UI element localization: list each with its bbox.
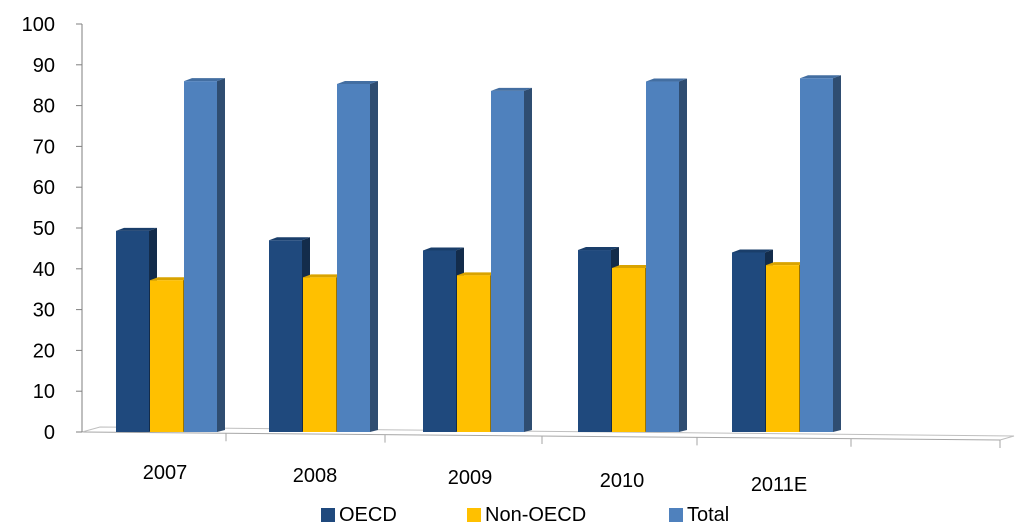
legend-label-oecd: OECD: [339, 504, 397, 526]
bar-front: [337, 83, 370, 432]
bar-front: [800, 78, 833, 432]
bar-side: [833, 75, 841, 432]
bar-front: [303, 277, 336, 432]
x-tick-label: 2009: [448, 467, 493, 489]
bar-front: [184, 81, 217, 433]
x-tick-label: 2008: [293, 465, 338, 487]
y-tick-label: 70: [33, 136, 55, 158]
bar-top: [457, 272, 498, 276]
floor-back-line: [81, 431, 1001, 441]
y-axis: 0 10 20 30 40 50 60 70 80 90 100: [22, 14, 83, 444]
bar-front: [423, 250, 456, 432]
plot-area: [116, 75, 841, 433]
y-tick-label: 0: [44, 422, 55, 444]
bar-top: [184, 78, 225, 82]
bar-side: [370, 80, 378, 432]
bar-top: [800, 75, 841, 79]
y-tick-label: 10: [33, 381, 55, 403]
y-tick-label: 80: [33, 96, 55, 118]
bar-front: [766, 265, 799, 432]
legend-item-oecd: OECD: [321, 504, 397, 526]
bar-total: [491, 87, 532, 433]
legend-item-total: Total: [669, 504, 729, 526]
x-tick-label: 2007: [143, 462, 188, 484]
bar-front: [491, 90, 524, 433]
bar-top: [303, 274, 344, 278]
bar-front: [732, 252, 765, 432]
bar-total: [184, 78, 225, 433]
bar-front: [612, 267, 645, 432]
x-axis: 2007 2008 2009 2010 2011E: [143, 462, 807, 496]
legend-swatch-total: [669, 508, 683, 522]
legend-item-non-oecd: Non-OECD: [467, 504, 586, 526]
y-tick-label: 50: [33, 218, 55, 240]
bar-front: [150, 280, 183, 432]
y-tick-label: 20: [33, 340, 55, 362]
legend: OECD Non-OECD Total: [0, 500, 1017, 527]
legend-swatch-oecd: [321, 508, 335, 522]
bar-front: [646, 81, 679, 432]
bar-top: [150, 277, 191, 281]
bar-front: [269, 240, 302, 432]
bar-front: [457, 275, 490, 432]
legend-swatch-non-oecd: [467, 508, 481, 522]
y-tick-label: 60: [33, 177, 55, 199]
bar-top: [578, 247, 619, 251]
bar-top: [766, 262, 807, 266]
bar-total: [800, 75, 841, 432]
bar-top: [732, 249, 773, 253]
y-tick-label: 30: [33, 300, 55, 322]
chart-floor: [81, 426, 1015, 448]
bar-top: [116, 227, 157, 231]
bar-total: [646, 78, 687, 432]
y-tick-label: 100: [22, 14, 55, 36]
bar-front: [116, 230, 149, 432]
bar-side: [524, 87, 532, 433]
bar-top: [491, 87, 532, 91]
floor-outline: [81, 426, 1015, 441]
bar-top: [646, 78, 687, 82]
legend-label-total: Total: [687, 504, 730, 526]
bar-top: [423, 247, 464, 251]
x-tick-label: 2011E: [751, 474, 807, 496]
bar-front: [578, 250, 611, 432]
bar-top: [337, 80, 378, 84]
y-tick-label: 40: [33, 259, 55, 281]
bar-side: [679, 78, 687, 432]
bar-top: [269, 237, 310, 241]
bar-total: [337, 80, 378, 432]
x-tick-label: 2010: [600, 470, 645, 492]
bar-side: [217, 78, 225, 433]
y-tick-label: 90: [33, 55, 55, 77]
bar-top: [612, 264, 653, 268]
legend-label-non-oecd: Non-OECD: [485, 504, 587, 526]
